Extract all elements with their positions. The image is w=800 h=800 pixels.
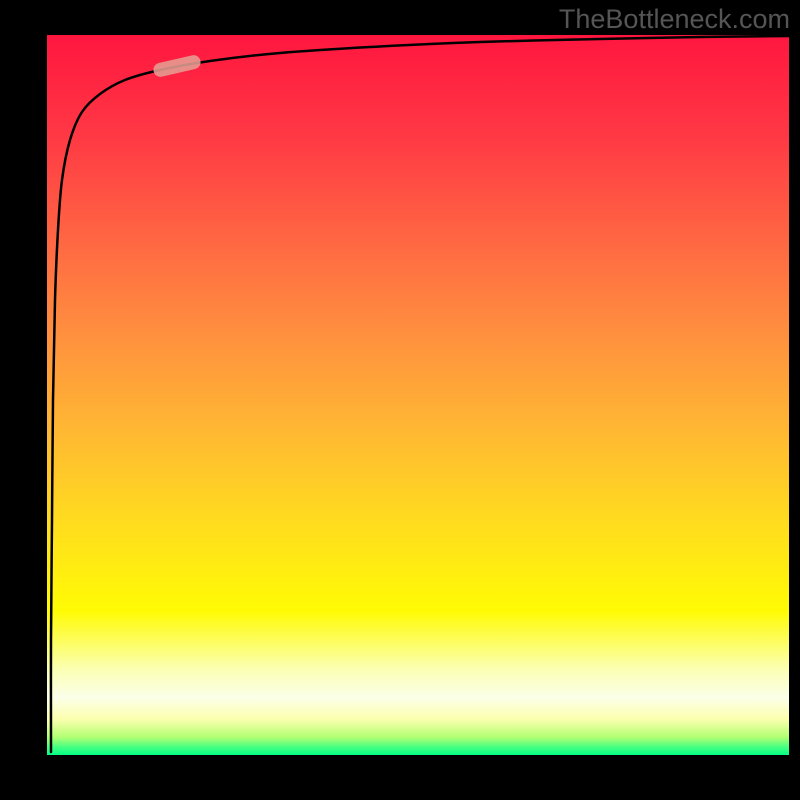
bottleneck-chart: TheBottleneck.com [0, 0, 800, 800]
gradient-background [47, 35, 789, 755]
watermark-text: TheBottleneck.com [559, 4, 790, 35]
plot-area [47, 35, 789, 755]
